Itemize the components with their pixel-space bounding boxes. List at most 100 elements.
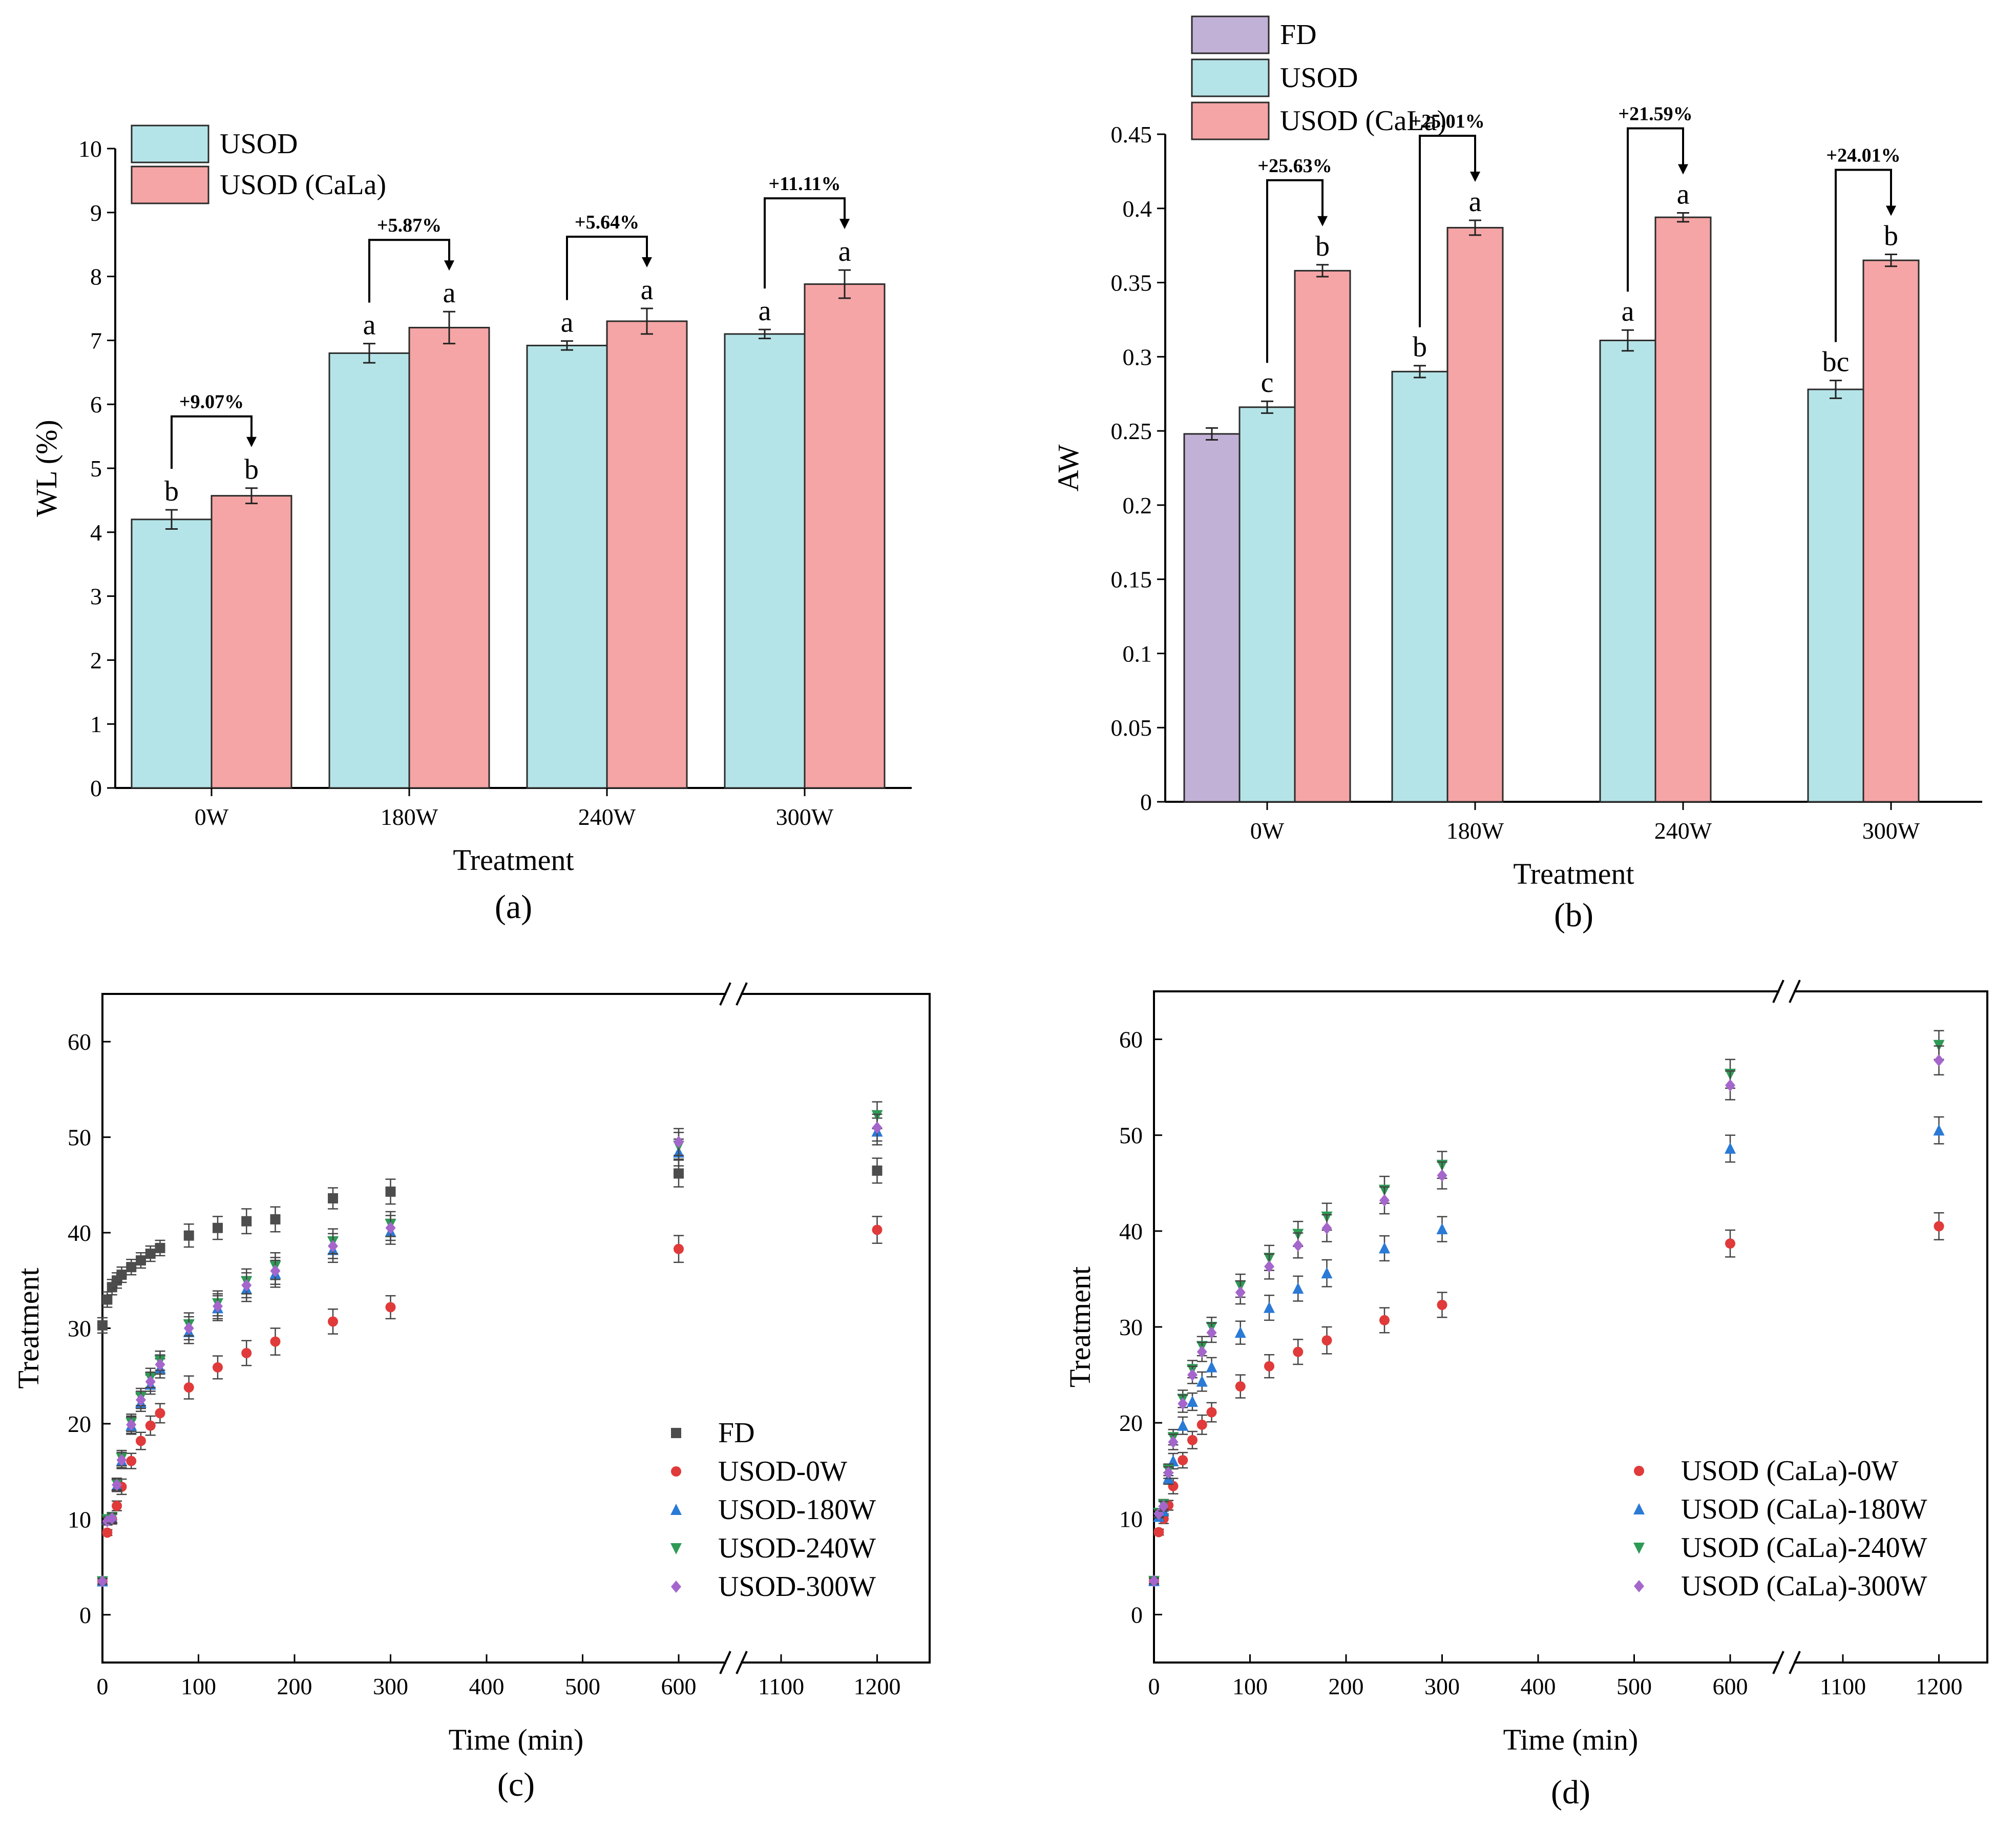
x-tick-label: 100 xyxy=(181,1673,216,1699)
significance-letter: a xyxy=(838,236,851,267)
increase-bracket xyxy=(566,236,648,300)
marker-square xyxy=(155,1242,165,1253)
bar-usod xyxy=(1391,370,1448,803)
marker-diamond xyxy=(155,1358,165,1371)
increase-label: +25.01% xyxy=(1410,111,1484,132)
marker-circle xyxy=(1293,1346,1304,1357)
marker-circle xyxy=(1178,1455,1188,1466)
y-tick-label: 50 xyxy=(1119,1123,1143,1149)
x-tick-label: 0W xyxy=(195,804,229,830)
marker-square xyxy=(97,1320,108,1331)
marker-diamond xyxy=(270,1264,281,1277)
panel-caption: (d) xyxy=(1551,1774,1590,1811)
marker-circle xyxy=(671,1466,681,1477)
x-tick-label: 600 xyxy=(661,1673,697,1699)
marker-diamond xyxy=(112,1479,122,1491)
significance-letter: a xyxy=(443,277,456,309)
significance-letter: c xyxy=(1261,367,1274,399)
marker-triangle-down xyxy=(670,1543,682,1554)
bracket-arrowhead xyxy=(1678,164,1688,175)
marker-triangle xyxy=(1177,1419,1189,1431)
legend-label: USOD xyxy=(1280,62,1358,94)
y-tick-label: 9 xyxy=(90,200,102,226)
axis-break-mark xyxy=(736,1651,748,1674)
panel-caption: (c) xyxy=(497,1766,535,1803)
marker-triangle xyxy=(1206,1361,1217,1373)
marker-diamond xyxy=(1149,1574,1159,1587)
increase-bracket xyxy=(171,415,253,469)
bar-fd xyxy=(1183,433,1241,803)
marker-diamond xyxy=(145,1375,156,1388)
x-axis-title: Time (min) xyxy=(449,1723,584,1756)
significance-letter: a xyxy=(1622,296,1634,327)
marker-circle xyxy=(1187,1435,1198,1445)
marker-circle xyxy=(385,1302,396,1313)
bar-usod-cala- xyxy=(804,283,886,789)
x-tick-label: 240W xyxy=(578,804,636,830)
y-tick-label: 20 xyxy=(1119,1410,1143,1436)
marker-circle xyxy=(1321,1335,1332,1346)
y-axis-title: AW xyxy=(1052,444,1085,491)
marker-circle xyxy=(136,1436,146,1446)
y-tick-label: 0 xyxy=(79,1602,91,1628)
y-tick-label: 0.45 xyxy=(1111,121,1152,148)
panel-caption: (a) xyxy=(495,888,532,926)
legend-label: USOD (CaLa)-0W xyxy=(1681,1455,1899,1487)
x-axis-title: Treatment xyxy=(1513,857,1634,890)
marker-triangle xyxy=(1933,1124,1945,1136)
significance-letter: b xyxy=(244,454,259,486)
marker-circle xyxy=(270,1336,281,1347)
marker-triangle xyxy=(1725,1142,1736,1154)
legend-label: USOD (CaLa) xyxy=(1280,105,1446,137)
y-tick-label: 10 xyxy=(78,136,102,162)
y-tick-label: 1 xyxy=(90,711,102,737)
y-tick-label: 6 xyxy=(90,391,102,418)
marker-diamond xyxy=(116,1453,127,1466)
bracket-arrowhead xyxy=(839,219,850,230)
bar-usod xyxy=(1599,339,1656,803)
marker-square xyxy=(270,1214,281,1224)
x-tick-label: 500 xyxy=(1616,1673,1652,1699)
marker-square xyxy=(102,1294,113,1305)
legend-label: USOD xyxy=(220,128,298,160)
legend-swatch xyxy=(1191,101,1270,140)
marker-circle xyxy=(145,1420,156,1431)
axis-break-mark xyxy=(719,1651,731,1674)
increase-label: +5.64% xyxy=(575,212,639,233)
significance-letter: a xyxy=(759,295,771,327)
marker-diamond xyxy=(1168,1436,1179,1448)
increase-bracket xyxy=(764,197,846,289)
y-tick-label: 10 xyxy=(1119,1506,1143,1532)
increase-bracket xyxy=(1627,127,1684,292)
bar-usod-cala- xyxy=(1654,216,1712,803)
y-tick-label: 0.1 xyxy=(1123,640,1152,667)
bar-usod xyxy=(328,352,410,789)
bar-usod-cala- xyxy=(1294,269,1351,803)
significance-letter: a xyxy=(1677,178,1690,210)
marker-diamond xyxy=(126,1418,137,1431)
y-tick-label: 2 xyxy=(90,647,102,673)
legend-label: USOD-0W xyxy=(718,1456,847,1487)
bar-usod-cala- xyxy=(211,495,292,789)
marker-circle xyxy=(1437,1299,1447,1310)
marker-diamond xyxy=(1163,1466,1174,1479)
legend-swatch xyxy=(1191,15,1270,54)
marker-square xyxy=(126,1262,137,1273)
increase-bracket xyxy=(368,239,450,303)
bar-usod-cala- xyxy=(408,326,490,789)
marker-triangle xyxy=(670,1504,682,1515)
increase-label: +21.59% xyxy=(1618,103,1692,124)
x-tick-label: 1100 xyxy=(1820,1673,1866,1699)
y-tick-label: 0 xyxy=(1131,1602,1143,1628)
marker-square xyxy=(116,1270,127,1280)
marker-triangle-down xyxy=(1633,1543,1645,1554)
marker-diamond xyxy=(1437,1169,1447,1182)
marker-triangle xyxy=(1321,1267,1333,1279)
y-tick-label: 5 xyxy=(90,455,102,482)
legend-swatch xyxy=(131,165,209,204)
marker-triangle xyxy=(1234,1326,1246,1338)
bar-usod xyxy=(131,518,213,789)
marker-square xyxy=(213,1222,223,1233)
y-tick-label: 40 xyxy=(68,1220,91,1246)
marker-circle xyxy=(1206,1407,1217,1418)
